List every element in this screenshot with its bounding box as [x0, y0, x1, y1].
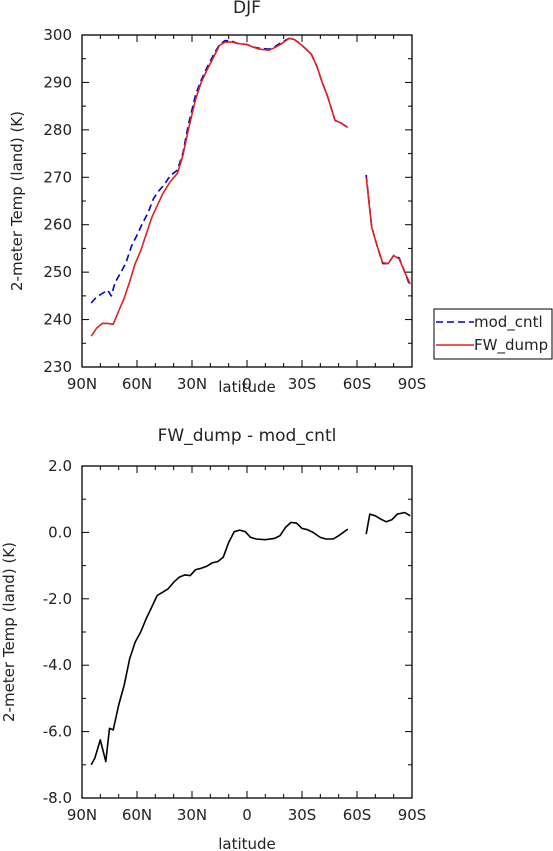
xlabel-difference: latitude	[218, 835, 276, 851]
x-tick-label-60n: 60N	[122, 806, 152, 824]
x-tick-label-30s: 30S	[288, 375, 317, 393]
chart-difference: FW_dump - mod_cntl 90N 60N 30N 0 30S 60S 90S -8…	[0, 426, 426, 851]
series-lines-difference	[90, 511, 411, 766]
y-tick-label-260: 260	[43, 216, 72, 234]
x-tick-label-90s: 90S	[398, 806, 427, 824]
x-tick-label-0: 0	[242, 806, 252, 824]
chart-title-djf: DJF	[233, 0, 261, 18]
y-tick-label-2-0: 2.0	[48, 457, 72, 475]
y-tick-label-240: 240	[43, 311, 72, 329]
x-tick-label-60s: 60S	[343, 806, 372, 824]
legend-djf: mod_cntl FW_dump	[433, 308, 553, 360]
series-line-fw-dump-segment-1	[365, 177, 411, 285]
y-tick-label-300: 300	[43, 26, 72, 44]
plot-frame-djf	[81, 34, 413, 368]
y-tick-label-0-0: 0.0	[48, 523, 72, 541]
x-tick-label-60s: 60S	[343, 375, 372, 393]
legend-box	[433, 308, 553, 360]
y-tick-label-290: 290	[43, 73, 72, 91]
x-tick-label-90n: 90N	[67, 806, 97, 824]
series-lines-djf	[90, 37, 411, 337]
series-line-mod-cntl-segment-0	[90, 37, 349, 304]
x-tick-label-90n: 90N	[67, 375, 97, 393]
xlabel-djf: latitude	[218, 378, 276, 396]
legend-label-fw-dump: FW_dump	[474, 336, 548, 355]
ylabel-djf: 2-meter Temp (land) (K)	[8, 111, 26, 291]
series-line-difference-series-0-segment-1	[365, 511, 411, 535]
y-tick-label-6-0: -6.0	[43, 723, 72, 741]
y-tick-label-280: 280	[43, 121, 72, 139]
x-tick-label-30n: 30N	[177, 375, 207, 393]
chart-djf: DJF 90N 60N 30N 0 30S 60S 90S 230 240 250 260 270 28…	[8, 0, 553, 396]
x-tick-label-30n: 30N	[177, 806, 207, 824]
plot-frame-difference	[81, 465, 413, 799]
legend-label-mod-cntl: mod_cntl	[474, 313, 543, 332]
y-tick-label-4-0: -4.0	[43, 656, 72, 674]
x-tick-label-60n: 60N	[122, 375, 152, 393]
series-line-fw-dump-segment-0	[90, 37, 349, 337]
axis-ticks-difference: 90N 60N 30N 0 30S 60S 90S -8.0 -6.0 -4.0 -2.0 0.0 2.…	[43, 457, 427, 824]
x-tick-label-90s: 90S	[398, 375, 427, 393]
y-tick-label-230: 230	[43, 358, 72, 376]
axis-ticks-djf: 90N 60N 30N 0 30S 60S 90S 230 240 250 260 270 280 290…	[43, 26, 426, 393]
x-tick-label-0: 0	[242, 375, 252, 393]
y-tick-label-270: 270	[43, 168, 72, 186]
x-tick-label-30s: 30S	[288, 806, 317, 824]
y-tick-label-2-0: -2.0	[43, 590, 72, 608]
chart-title-difference: FW_dump - mod_cntl	[158, 426, 337, 446]
y-tick-label-8-0: -8.0	[43, 789, 72, 807]
series-line-difference-series-0-segment-0	[90, 521, 349, 766]
ylabel-difference: 2-meter Temp (land) (K)	[0, 542, 18, 722]
y-tick-label-250: 250	[43, 263, 72, 281]
